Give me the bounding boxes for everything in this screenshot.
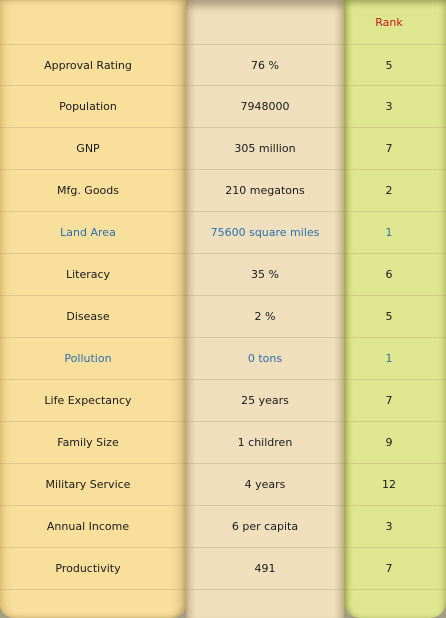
stat-value: 6 per capita	[231, 520, 299, 533]
stat-rank: 9	[385, 436, 393, 449]
stat-value: 7948000	[240, 100, 290, 113]
stat-label: Productivity	[55, 562, 121, 575]
stat-value: 25 years	[241, 394, 289, 407]
stat-value: 2 %	[254, 310, 276, 323]
stat-rank: 7	[385, 394, 393, 407]
stat-rank: 3	[385, 520, 393, 533]
stat-row-pollution: Pollution 0 tons 1	[0, 338, 446, 380]
stat-value: 75600 square miles	[210, 226, 320, 239]
stat-value: 210 megatons	[225, 184, 305, 197]
stat-label: Disease	[66, 310, 110, 323]
stat-label: Military Service	[45, 478, 131, 491]
stat-rank: 1	[385, 352, 393, 365]
stat-rank: 5	[385, 59, 393, 72]
stat-label: GNP	[76, 142, 100, 155]
stat-rank: 2	[385, 184, 393, 197]
stat-row-approval-rating: Approval Rating 76 % 5	[0, 44, 446, 86]
stat-value: 4 years	[244, 478, 286, 491]
stats-table: Approval Rating 76 % 5 Population 794800…	[0, 44, 446, 590]
stat-label: Family Size	[57, 436, 119, 449]
stat-row-life-expectancy: Life Expectancy 25 years 7	[0, 380, 446, 422]
stat-rank: 7	[385, 562, 393, 575]
stat-row-literacy: Literacy 35 % 6	[0, 254, 446, 296]
stat-label: Mfg. Goods	[56, 184, 120, 197]
stat-value-column	[186, 0, 344, 618]
stat-label: Population	[59, 100, 117, 113]
stat-label: Approval Rating	[44, 59, 132, 72]
rank-column-header: Rank	[375, 16, 403, 29]
rank-column	[344, 0, 446, 618]
stat-rank: 1	[385, 226, 393, 239]
stat-row-productivity: Productivity 491 7	[0, 548, 446, 590]
stat-row-disease: Disease 2 % 5	[0, 296, 446, 338]
stat-row-population: Population 7948000 3	[0, 86, 446, 128]
stat-value: 1 children	[237, 436, 293, 449]
stat-value: 305 million	[234, 142, 296, 155]
stat-row-gnp: GNP 305 million 7	[0, 128, 446, 170]
stat-rank: 12	[382, 478, 396, 491]
stat-value: 76 %	[251, 59, 279, 72]
stat-value: 491	[254, 562, 276, 575]
stat-rank: 7	[385, 142, 393, 155]
stat-rank: 5	[385, 310, 393, 323]
stat-label: Land Area	[60, 226, 116, 239]
stat-row-family-size: Family Size 1 children 9	[0, 422, 446, 464]
stat-label: Literacy	[65, 268, 111, 281]
stat-label-column	[0, 0, 186, 618]
stat-label: Annual Income	[46, 520, 130, 533]
stat-row-mfg-goods: Mfg. Goods 210 megatons 2	[0, 170, 446, 212]
stat-rank: 6	[385, 268, 393, 281]
stat-label: Life Expectancy	[44, 394, 132, 407]
stat-label: Pollution	[64, 352, 112, 365]
stat-row-land-area: Land Area 75600 square miles 1	[0, 212, 446, 254]
stat-row-annual-income: Annual Income 6 per capita 3	[0, 506, 446, 548]
stat-row-military-service: Military Service 4 years 12	[0, 464, 446, 506]
stat-value: 0 tons	[247, 352, 283, 365]
stat-value: 35 %	[251, 268, 279, 281]
stat-rank: 3	[385, 100, 393, 113]
